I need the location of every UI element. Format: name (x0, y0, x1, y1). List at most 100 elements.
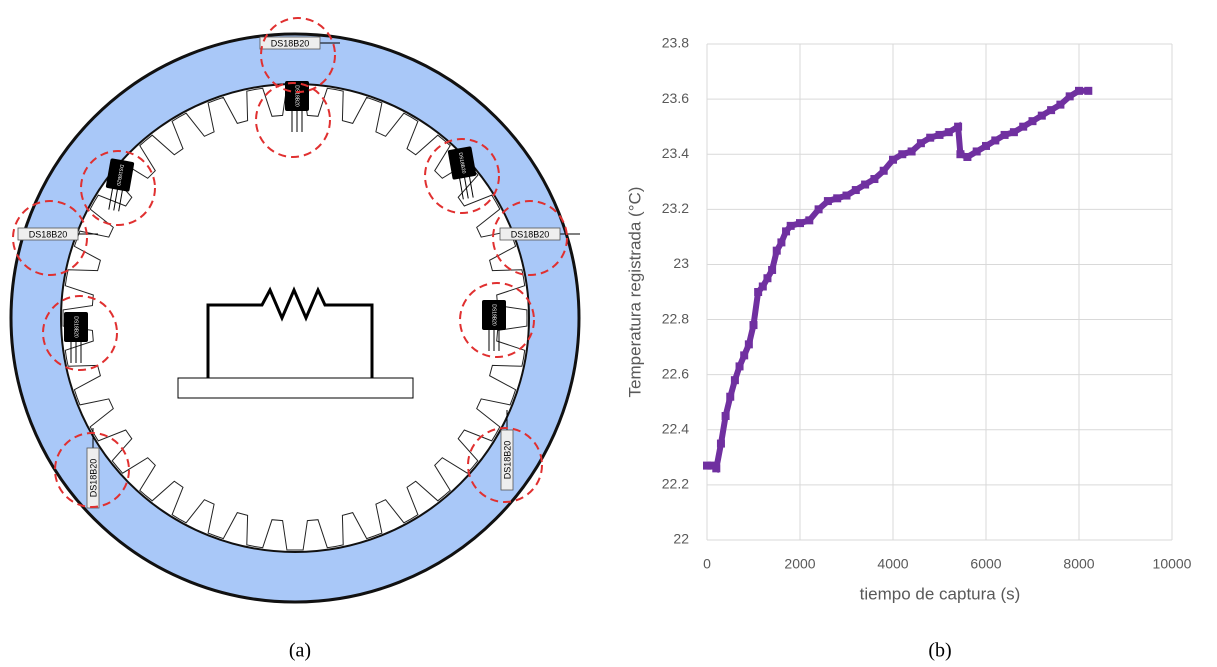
data-point (944, 128, 953, 137)
data-point (861, 180, 870, 189)
data-point (1037, 111, 1046, 120)
diagram: DS18B20 DS18B20 DS18B20 DS18B20 DS18B20 DS18B… (9, 17, 581, 604)
data-point (991, 136, 1000, 145)
sensor-tag (17, 227, 79, 241)
highlight-circle (42, 295, 118, 371)
caption: (a) (289, 640, 311, 662)
data-point (796, 219, 804, 228)
highlight-circle (54, 432, 130, 508)
data-point (956, 150, 965, 159)
data-point (768, 265, 777, 274)
resistor (206, 286, 374, 378)
ring-sensor: DS18B20 (17, 227, 98, 241)
data-point (805, 216, 814, 225)
data-point (851, 186, 860, 195)
chip-label: DS18B20 (294, 85, 300, 107)
ring-sensor: DS18B20 (86, 428, 100, 509)
data-point (703, 461, 711, 470)
data-point (786, 221, 795, 230)
x-tick-label: 6000 (970, 556, 1001, 572)
x-tick-label: 10000 (1153, 556, 1192, 572)
data-point (1019, 122, 1028, 131)
chip-sensor: DS18B20 (482, 300, 506, 351)
base-plate (177, 377, 414, 399)
chip-sensor: DS18B20 (285, 81, 309, 132)
chip-body (447, 146, 477, 180)
data-point (735, 362, 744, 371)
caption: (b) (928, 640, 951, 662)
y-tick-label: 23 (673, 255, 689, 271)
chip-body (482, 300, 506, 330)
data-point (842, 191, 851, 200)
data-point (721, 412, 730, 420)
sensor-tag (499, 227, 561, 241)
data-point (1065, 92, 1074, 101)
y-tick-label: 23.2 (662, 200, 689, 216)
chip-label: DS18B20 (115, 164, 125, 186)
data-point (907, 147, 916, 156)
data-point (763, 274, 772, 283)
data-point (749, 321, 758, 330)
chip-sensor: DS18B20 (447, 146, 477, 200)
highlight-circle (492, 200, 568, 276)
sensor-tag (259, 36, 321, 50)
sensor-tag (500, 429, 514, 491)
data-point (777, 238, 786, 247)
y-tick-label: 23.6 (662, 90, 689, 106)
sensor-label: DS18B20 (511, 229, 550, 239)
chip-sensor: DS18B20 (105, 158, 135, 212)
data-point (963, 152, 972, 161)
chip-body (64, 312, 88, 342)
x-tick-label: 2000 (784, 556, 815, 572)
sensor-label: DS18B20 (271, 38, 310, 48)
chip-pin (463, 174, 469, 199)
data-point (814, 205, 823, 214)
data-point (889, 155, 897, 164)
sensor-label: DS18B20 (88, 459, 98, 498)
highlight-circle (80, 150, 156, 226)
highlight-circle (12, 200, 88, 276)
x-tick-label: 8000 (1063, 556, 1094, 572)
data-point (754, 288, 763, 296)
y-tick-label: 23.8 (662, 35, 689, 51)
data-point (782, 227, 791, 236)
chip-pin (458, 175, 464, 200)
y-tick-label: 22.4 (662, 420, 689, 436)
data-point (744, 340, 753, 349)
highlight-circle (255, 82, 331, 158)
chip-pin (118, 187, 124, 212)
ring-sensor: DS18B20 (499, 227, 580, 241)
data-point (898, 150, 907, 159)
data-point (926, 133, 935, 142)
data-point (935, 130, 944, 139)
data-point (1000, 130, 1009, 139)
x-axis-label: tiempo de captura (s) (860, 584, 1021, 603)
highlight-circle (467, 427, 543, 503)
sensor-label: DS18B20 (502, 441, 512, 480)
data-point (707, 461, 716, 470)
y-tick-label: 22.2 (662, 476, 689, 492)
y-axis-label: Temperatura registrada (°C) (625, 187, 644, 398)
data-point (1009, 128, 1018, 137)
chip-label: DS18B20 (457, 152, 467, 174)
data-point (712, 464, 721, 473)
data-point (1084, 86, 1093, 95)
data-point (916, 139, 925, 148)
data-point (730, 376, 739, 385)
y-tick-label: 23.4 (662, 145, 689, 161)
highlight-circle (260, 17, 336, 93)
ring-sensor: DS18B20 (259, 36, 340, 50)
highlight-circle (424, 138, 500, 214)
data-point (954, 122, 963, 131)
chip-label: DS18B20 (491, 304, 497, 326)
gear (62, 85, 528, 551)
y-tick-label: 22.6 (662, 365, 689, 381)
data-point (823, 197, 832, 206)
data-point (833, 194, 842, 203)
data-point (772, 246, 781, 255)
data-point (726, 392, 735, 401)
data-point (716, 439, 725, 448)
x-tick-label: 0 (703, 556, 711, 572)
chart: Temperatura registrada (°C) tiempo de ca… (625, 35, 1191, 604)
